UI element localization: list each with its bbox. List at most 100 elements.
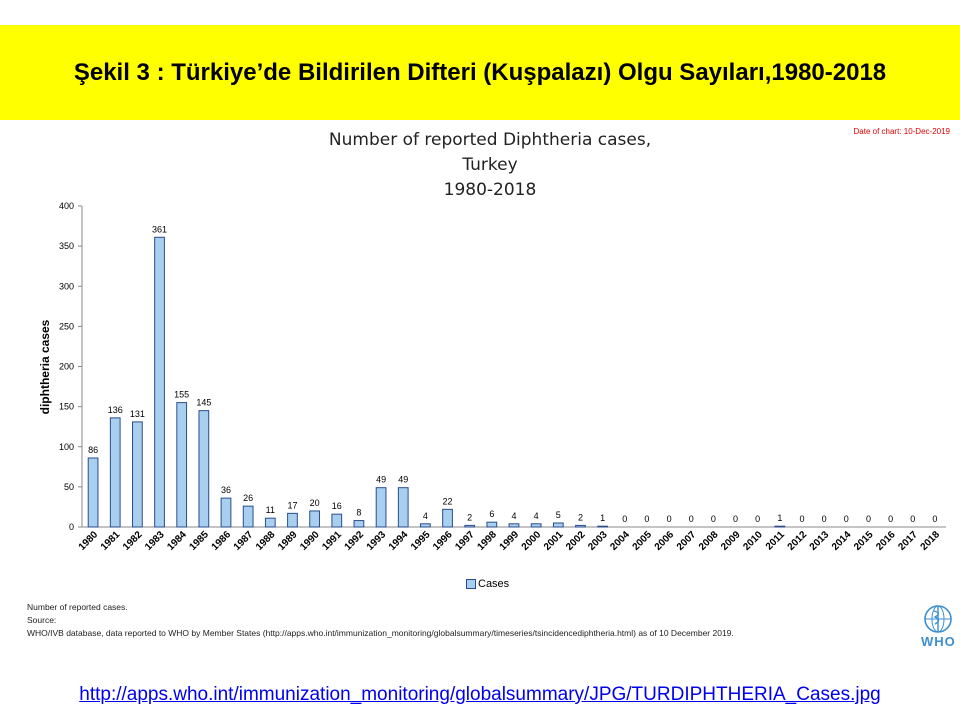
data-label-1989: 17 <box>287 500 297 510</box>
bar-2001 <box>552 522 564 528</box>
bar-1989 <box>287 512 298 528</box>
x-tick-label-1989: 1989 <box>276 529 300 553</box>
data-label-2008: 0 <box>711 514 716 524</box>
x-tick-label-2011: 2011 <box>764 529 787 552</box>
data-label-2015: 0 <box>866 514 871 524</box>
source-link[interactable]: http://apps.who.int/immunization_monitor… <box>79 684 881 705</box>
title-banner: Şekil 3 : Türkiye’de Bildirilen Difteri … <box>0 25 960 120</box>
y-tick-label: 350 <box>59 241 74 251</box>
x-tick-label-2017: 2017 <box>896 529 920 553</box>
source-line-2: Source: <box>27 615 57 625</box>
data-label-1980: 86 <box>88 445 98 455</box>
data-label-2013: 0 <box>822 514 827 524</box>
data-label-2002: 2 <box>578 512 583 522</box>
bar-2011 <box>774 525 786 528</box>
data-label-2017: 0 <box>910 514 915 524</box>
data-label-2016: 0 <box>888 514 893 524</box>
bar-1993 <box>375 487 387 528</box>
data-label-1994: 49 <box>398 475 408 485</box>
data-label-1997: 2 <box>467 512 472 522</box>
chart-title-line-2: Turkey <box>462 155 518 175</box>
chart-date-note: Date of chart: 10-Dec-2019 <box>853 127 951 136</box>
x-tick-label-1990: 1990 <box>298 529 322 553</box>
y-tick-label: 250 <box>59 321 74 331</box>
data-label-1995: 4 <box>423 511 428 521</box>
y-tick-label: 200 <box>59 362 74 372</box>
bar-2003 <box>597 525 608 528</box>
x-tick-label-1980: 1980 <box>77 529 101 553</box>
data-label-1993: 49 <box>376 475 386 485</box>
bar-1991 <box>331 513 343 528</box>
x-tick-label-1997: 1997 <box>453 529 477 553</box>
chart-title: Number of reported Diphtheria cases, Tur… <box>290 128 690 203</box>
x-tick-label-2002: 2002 <box>564 529 588 553</box>
data-label-2011: 1 <box>777 513 782 523</box>
x-tick-label-2000: 2000 <box>520 529 544 553</box>
chart-title-line-1: Number of reported Diphtheria cases, <box>328 130 652 150</box>
data-label-2014: 0 <box>844 514 849 524</box>
y-tick-label: 300 <box>59 281 74 291</box>
x-tick-label-2016: 2016 <box>874 529 898 553</box>
who-logo-text: WHO <box>921 634 956 649</box>
bar-1988 <box>264 517 276 528</box>
data-label-2005: 0 <box>644 514 649 524</box>
x-tick-label-1981: 1981 <box>99 529 123 553</box>
bar-chart: 0501001502002503003504008619801361981131… <box>59 201 946 553</box>
data-label-2001: 5 <box>556 510 561 520</box>
data-label-2000: 4 <box>534 511 539 521</box>
data-label-2018: 0 <box>932 514 937 524</box>
x-tick-label-1986: 1986 <box>210 529 234 553</box>
data-label-1990: 20 <box>310 498 320 508</box>
y-tick-label: 100 <box>59 442 74 452</box>
data-label-1982: 131 <box>130 409 145 419</box>
data-label-2012: 0 <box>799 514 804 524</box>
x-tick-label-2003: 2003 <box>586 529 610 553</box>
x-tick-label-1998: 1998 <box>475 529 499 553</box>
x-tick-label-1992: 1992 <box>343 529 367 553</box>
slide-title: Şekil 3 : Türkiye’de Bildirilen Difteri … <box>73 59 887 86</box>
chart-legend: Cases <box>466 578 509 590</box>
source-line-1: Number of reported cases. <box>27 602 128 612</box>
x-tick-label-1991: 1991 <box>320 529 344 553</box>
bar-1983 <box>154 236 165 528</box>
bar-1980 <box>87 457 99 528</box>
bar-1985 <box>198 410 210 528</box>
bar-2000 <box>530 523 542 528</box>
bar-1995 <box>420 523 431 528</box>
data-label-1984: 155 <box>174 390 189 400</box>
source-note: Number of reported cases. Source: WHO/IV… <box>27 601 734 640</box>
data-label-1983: 361 <box>152 224 167 234</box>
who-emblem-icon <box>924 605 952 633</box>
bar-1996 <box>442 508 453 528</box>
bar-1997 <box>464 524 476 528</box>
bar-1981 <box>109 417 121 528</box>
x-tick-label-1993: 1993 <box>365 529 389 553</box>
bar-1987 <box>242 505 254 528</box>
data-label-1998: 6 <box>489 509 494 519</box>
legend-swatch <box>466 579 476 589</box>
x-tick-label-1987: 1987 <box>232 529 256 553</box>
x-tick-label-2005: 2005 <box>631 529 655 553</box>
y-tick-label: 0 <box>69 522 74 532</box>
bar-1992 <box>353 520 365 528</box>
x-tick-label-1983: 1983 <box>143 529 167 553</box>
data-label-2004: 0 <box>622 514 627 524</box>
x-tick-label-1995: 1995 <box>409 529 433 553</box>
data-label-2010: 0 <box>755 514 760 524</box>
x-tick-label-2014: 2014 <box>830 529 854 553</box>
bar-1994 <box>397 487 409 528</box>
x-tick-label-1996: 1996 <box>431 529 455 553</box>
x-tick-label-2006: 2006 <box>653 529 677 553</box>
y-tick-label: 400 <box>59 201 74 211</box>
bar-1998 <box>486 521 498 528</box>
data-label-2006: 0 <box>667 514 672 524</box>
data-label-1991: 16 <box>332 501 342 511</box>
x-tick-label-1988: 1988 <box>254 529 278 553</box>
x-tick-label-2009: 2009 <box>719 529 743 553</box>
x-tick-label-2010: 2010 <box>741 529 765 553</box>
x-tick-label-1984: 1984 <box>165 529 189 553</box>
data-label-1986: 36 <box>221 485 231 495</box>
x-tick-label-1985: 1985 <box>187 529 211 553</box>
y-tick-label: 50 <box>64 482 74 492</box>
bar-1986 <box>220 497 232 528</box>
